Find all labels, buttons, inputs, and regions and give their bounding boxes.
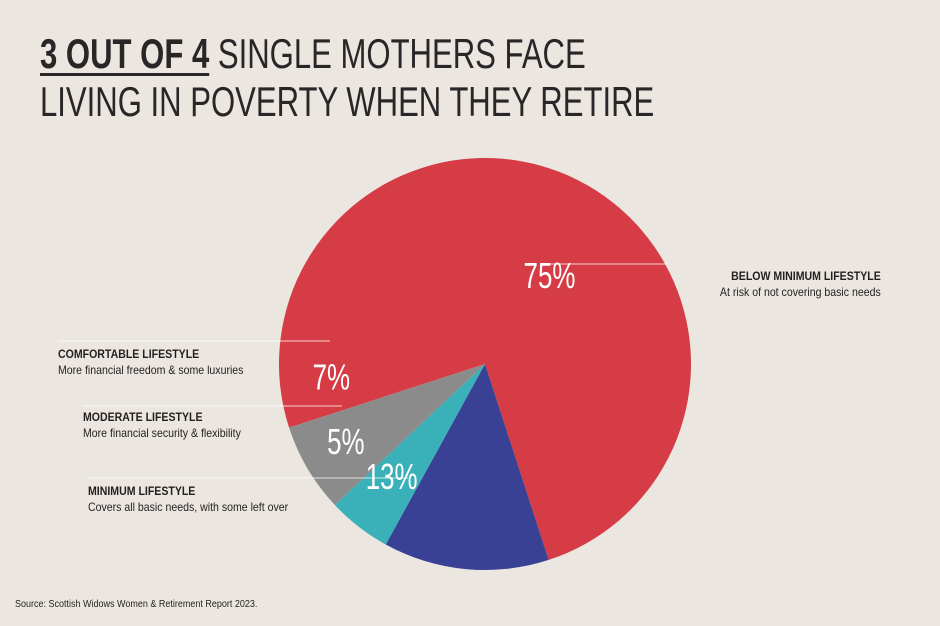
title-highlight: 3 OUT OF 4 <box>40 30 210 77</box>
legend-moderate: MODERATE LIFESTYLE More financial securi… <box>83 409 241 441</box>
pct-moderate: 5% <box>327 422 364 462</box>
slice-comfortable <box>289 364 485 506</box>
label-moderate-title: MODERATE LIFESTYLE <box>83 410 203 424</box>
label-below-minimum-title: BELOW MINIMUM LIFESTYLE <box>731 269 881 283</box>
legend-minimum: MINIMUM LIFESTYLE Covers all basic needs… <box>88 483 288 515</box>
title-line2: LIVING IN POVERTY WHEN THEY RETIRE <box>40 78 655 125</box>
pct-comfortable: 7% <box>313 358 350 398</box>
chart-title: 3 OUT OF 4 SINGLE MOTHERS FACE LIVING IN… <box>40 30 654 126</box>
slice-minimum <box>385 364 549 570</box>
label-comfortable-desc: More financial freedom & some luxuries <box>58 363 244 377</box>
label-below-minimum-desc: At risk of not covering basic needs <box>720 285 881 299</box>
legend-below-minimum: BELOW MINIMUM LIFESTYLE At risk of not c… <box>720 268 881 300</box>
label-minimum-title: MINIMUM LIFESTYLE <box>88 484 196 498</box>
title-line1: SINGLE MOTHERS FACE <box>209 30 586 77</box>
label-comfortable-title: COMFORTABLE LIFESTYLE <box>58 347 200 361</box>
slice-below-minimum <box>279 157 691 560</box>
source-note: Source: Scottish Widows Women & Retireme… <box>15 599 258 610</box>
pct-below-minimum: 75% <box>524 256 576 296</box>
label-minimum-desc: Covers all basic needs, with some left o… <box>88 500 289 514</box>
pct-minimum: 13% <box>366 457 418 497</box>
legend-comfortable: COMFORTABLE LIFESTYLE More financial fre… <box>58 346 243 378</box>
label-moderate-desc: More financial security & flexibility <box>83 426 241 440</box>
slice-moderate <box>334 364 485 545</box>
